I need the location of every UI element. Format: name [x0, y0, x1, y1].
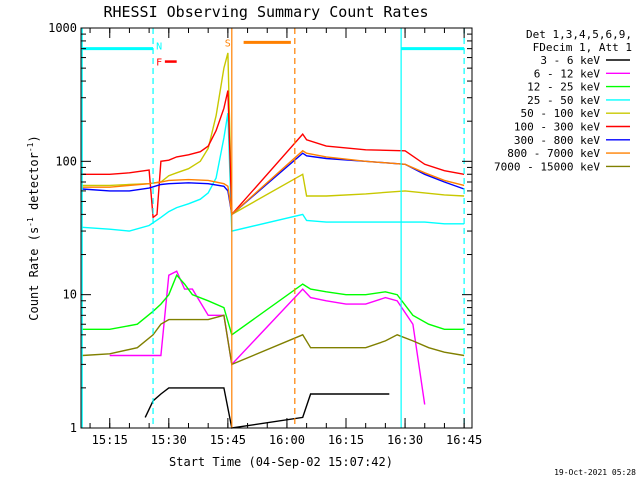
legend-label-9: 7000 - 15000 keV [494, 160, 600, 173]
legend-label-4: 25 - 50 keV [527, 94, 600, 107]
x-tick-label: 16:45 [446, 433, 482, 447]
x-axis-label: Start Time (04-Sep-02 15:07:42) [169, 455, 393, 469]
y-label-sup-1: -1 [26, 217, 35, 227]
series-line-1 [144, 387, 390, 429]
series-line-4 [82, 112, 465, 232]
legend-label-6: 100 - 300 keV [514, 121, 600, 134]
series-layer [82, 52, 465, 429]
legend-label-1: 3 - 6 keV [540, 54, 600, 67]
x-tick-label: 15:15 [92, 433, 128, 447]
y-axis-ticks: 1 10 100 1000 [48, 21, 472, 435]
chart-title: RHESSI Observing Summary Count Rates [103, 3, 428, 21]
y-label-part-1: Count Rate (s [27, 227, 41, 321]
y-label-part-2: detector [27, 152, 41, 217]
y-axis-label: Count Rate (s-1 detector-1) [26, 135, 41, 320]
series-line-9 [82, 314, 465, 366]
legend-label-8: 800 - 7000 keV [507, 147, 600, 160]
legend-label-5: 50 - 100 keV [521, 107, 601, 120]
series-line-8 [82, 149, 465, 216]
annotation-f: F [156, 58, 162, 69]
y-label-part-3: ) [27, 135, 41, 142]
annotation-s: S [225, 38, 231, 49]
x-tick-label: 15:45 [210, 433, 246, 447]
legend-label-2: 6 - 12 keV [534, 67, 601, 80]
plot-frame [80, 27, 473, 429]
y-tick-label: 10 [63, 288, 77, 302]
marker-layer: NF S [81, 28, 465, 428]
y-tick-label: 100 [55, 154, 77, 168]
x-tick-label: 15:30 [151, 433, 187, 447]
legend-label-7: 300 - 800 keV [514, 134, 600, 147]
legend: Det 1,3,4,5,6,9, FDecim 1, Att 1 3 - 6 k… [494, 28, 632, 173]
plot-border [80, 27, 473, 429]
x-tick-label: 16:15 [328, 433, 364, 447]
series-line-5 [82, 52, 465, 216]
y-label-sup-2: -1 [26, 142, 35, 152]
x-tick-label: 16:00 [269, 433, 305, 447]
footer-timestamp: 19-Oct-2021 05:28 [554, 468, 636, 477]
x-axis-ticks: 15:15 15:30 15:45 16:00 16:15 16:30 16:45 [89, 28, 482, 447]
series-line-6 [82, 90, 465, 219]
legend-header-2: FDecim 1, Att 1 [533, 41, 632, 54]
series-line-3 [82, 273, 465, 336]
y-tick-label: 1 [70, 421, 77, 435]
x-tick-label: 16:30 [387, 433, 423, 447]
legend-label-3: 12 - 25 keV [527, 81, 600, 94]
series-line-2 [109, 270, 426, 405]
annotation-n: N [156, 42, 162, 53]
legend-header-1: Det 1,3,4,5,6,9, [526, 28, 632, 41]
y-tick-label: 1000 [48, 21, 77, 35]
